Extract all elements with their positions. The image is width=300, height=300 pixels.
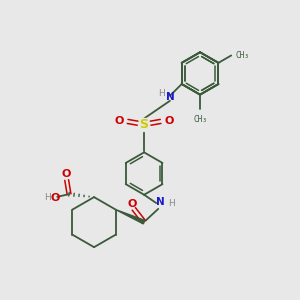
Text: O: O — [115, 116, 124, 126]
Text: O: O — [127, 199, 136, 209]
Text: N: N — [166, 92, 174, 102]
Text: CH₃: CH₃ — [193, 115, 207, 124]
Polygon shape — [116, 210, 145, 224]
Text: CH₃: CH₃ — [236, 51, 250, 60]
Text: H: H — [44, 193, 51, 202]
Text: O: O — [50, 193, 60, 203]
Text: O: O — [164, 116, 173, 126]
Text: O: O — [62, 169, 71, 179]
Text: N: N — [156, 197, 165, 207]
Text: S: S — [140, 118, 148, 131]
Text: H: H — [158, 89, 165, 98]
Text: H: H — [169, 199, 175, 208]
